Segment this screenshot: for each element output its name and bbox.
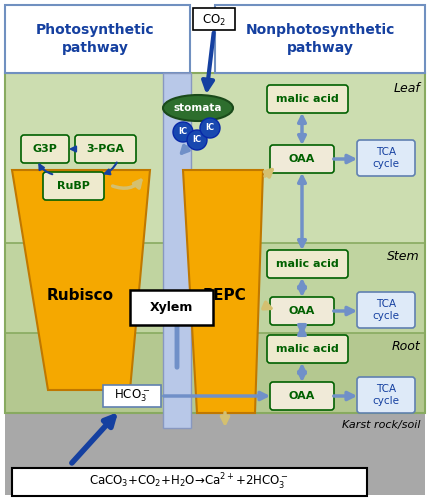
Text: malic acid: malic acid — [276, 94, 338, 104]
Text: Nonphotosynthetic: Nonphotosynthetic — [245, 23, 395, 37]
FancyBboxPatch shape — [357, 292, 415, 328]
FancyBboxPatch shape — [270, 297, 334, 325]
Bar — [193, 8, 235, 30]
Bar — [163, 73, 191, 428]
Text: CO$_2$: CO$_2$ — [202, 12, 226, 28]
Bar — [12, 468, 367, 496]
Text: Xylem: Xylem — [149, 300, 193, 314]
Text: TCA
cycle: TCA cycle — [372, 384, 399, 406]
FancyBboxPatch shape — [267, 335, 348, 363]
Bar — [5, 243, 425, 333]
Bar — [215, 5, 425, 73]
FancyBboxPatch shape — [270, 382, 334, 410]
Text: CaCO$_3$+CO$_2$+H$_2$O→Ca$^{2+}$+2HCO$_3^-$: CaCO$_3$+CO$_2$+H$_2$O→Ca$^{2+}$+2HCO$_3… — [89, 472, 289, 492]
FancyBboxPatch shape — [357, 377, 415, 413]
Bar — [5, 73, 425, 243]
Text: HCO$_3^-$: HCO$_3^-$ — [114, 388, 150, 404]
FancyBboxPatch shape — [270, 145, 334, 173]
Bar — [5, 5, 190, 73]
Text: Karst rock/soil: Karst rock/soil — [341, 420, 420, 430]
Text: PEPC: PEPC — [203, 288, 247, 302]
Bar — [5, 413, 425, 495]
Ellipse shape — [163, 95, 233, 121]
Text: malic acid: malic acid — [276, 259, 338, 269]
Text: malic acid: malic acid — [276, 344, 338, 354]
Bar — [5, 73, 425, 413]
Circle shape — [173, 122, 193, 142]
Text: stomata: stomata — [174, 103, 222, 113]
Bar — [5, 333, 425, 413]
Text: G3P: G3P — [33, 144, 58, 154]
Text: 3-PGA: 3-PGA — [86, 144, 124, 154]
Circle shape — [200, 118, 220, 138]
Text: Rubisco: Rubisco — [46, 288, 114, 302]
Polygon shape — [12, 170, 150, 390]
Text: Photosynthetic: Photosynthetic — [36, 23, 154, 37]
Text: TCA
cycle: TCA cycle — [372, 299, 399, 321]
Text: OAA: OAA — [289, 154, 315, 164]
FancyBboxPatch shape — [21, 135, 69, 163]
Text: IC: IC — [193, 136, 202, 144]
Bar — [103, 385, 161, 407]
Text: IC: IC — [178, 128, 187, 136]
Text: Root: Root — [391, 340, 420, 353]
Text: pathway: pathway — [286, 41, 353, 55]
Text: RuBP: RuBP — [57, 181, 89, 191]
FancyBboxPatch shape — [357, 140, 415, 176]
Text: TCA
cycle: TCA cycle — [372, 147, 399, 169]
Polygon shape — [183, 170, 263, 413]
FancyBboxPatch shape — [75, 135, 136, 163]
Text: OAA: OAA — [289, 306, 315, 316]
Circle shape — [187, 130, 207, 150]
FancyBboxPatch shape — [267, 85, 348, 113]
Text: Leaf: Leaf — [393, 82, 420, 95]
Text: IC: IC — [206, 124, 215, 132]
FancyBboxPatch shape — [267, 250, 348, 278]
FancyBboxPatch shape — [43, 172, 104, 200]
Text: pathway: pathway — [61, 41, 129, 55]
Text: Stem: Stem — [387, 250, 420, 263]
Text: OAA: OAA — [289, 391, 315, 401]
Bar — [130, 290, 213, 325]
